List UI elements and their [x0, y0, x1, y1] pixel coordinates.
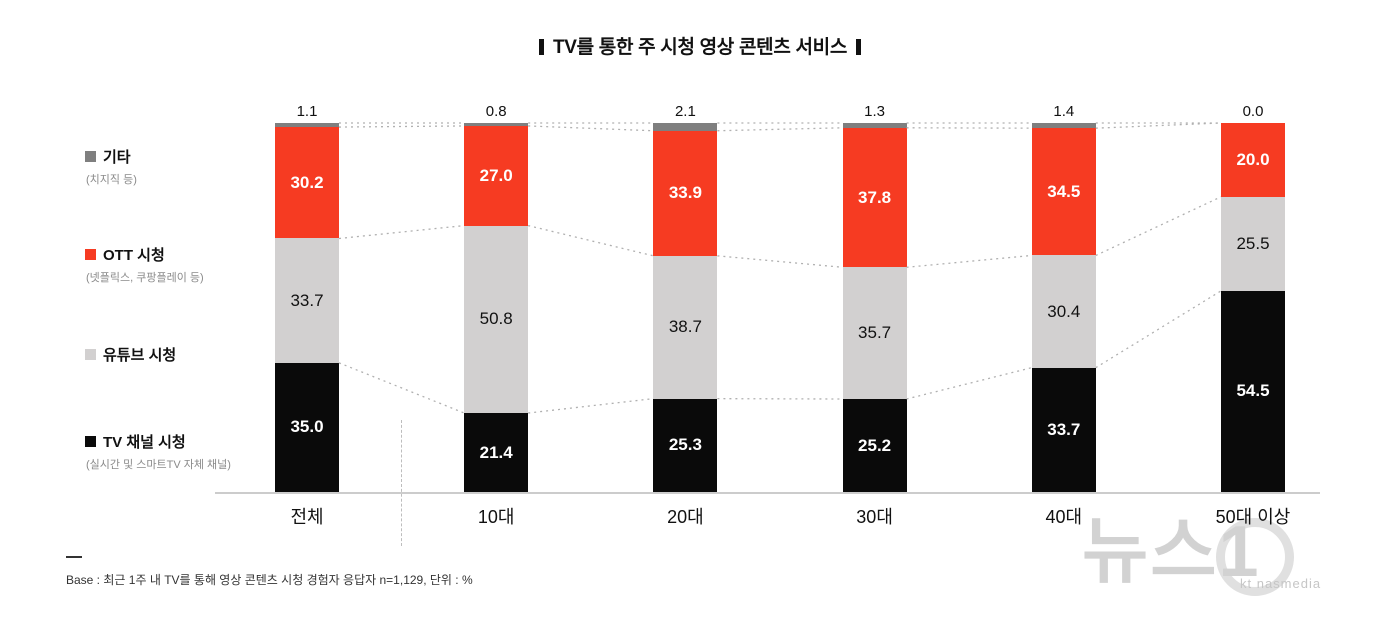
bar-segment — [275, 127, 339, 239]
segment-value-label: 27.0 — [479, 165, 513, 185]
bar-segment — [653, 123, 718, 131]
footnote-rule — [66, 556, 82, 558]
bar-segment — [1031, 128, 1096, 256]
bar-segment — [1221, 123, 1285, 197]
segment-value-label: 33.7 — [1047, 419, 1081, 439]
bar-segment — [464, 413, 529, 492]
news1-logo-ring-icon — [1216, 518, 1294, 596]
bar-segment — [1221, 290, 1285, 492]
news1-watermark: 뉴스1 — [1082, 512, 1261, 592]
category-separator-line — [401, 420, 402, 546]
legend-swatch-etc — [85, 151, 96, 162]
segment-value-label: 37.8 — [858, 187, 892, 207]
segment-value-label: 1.4 — [1053, 103, 1075, 120]
x-axis-label: 50대 이상 — [1215, 507, 1291, 527]
x-axis-label: 30대 — [856, 507, 893, 527]
segment-value-label: 0.0 — [1242, 103, 1264, 120]
bar-segment — [842, 267, 907, 399]
bar-segment — [1221, 196, 1285, 291]
segment-value-label: 20.0 — [1236, 149, 1270, 169]
legend-item-ott: OTT 시청 (넷플릭스, 쿠팡플레이 등) — [85, 244, 204, 285]
legend-item-etc: 기타 (치지직 등) — [85, 146, 137, 187]
segment-value-label: 38.7 — [668, 317, 702, 337]
legend-sublabel-ott: (넷플릭스, 쿠팡플레이 등) — [86, 272, 204, 284]
x-axis-label: 20대 — [667, 507, 704, 527]
bar-segment — [275, 123, 339, 128]
segment-value-label: 25.3 — [668, 435, 702, 455]
segment-value-label: 30.4 — [1047, 301, 1081, 321]
bar-segment — [1031, 367, 1096, 492]
legend-sublabel-etc: (치지직 등) — [86, 174, 137, 186]
bar-segment — [464, 225, 529, 414]
segment-value-label: 25.2 — [858, 435, 892, 455]
bar-segment — [653, 255, 718, 399]
bar-segment — [842, 399, 907, 492]
legend-item-youtube: 유튜브 시청 — [85, 344, 176, 369]
ktnasmedia-watermark: kt nasmedia — [1240, 576, 1322, 591]
bar-segment — [1031, 255, 1096, 368]
x-axis-label: 전체 — [290, 507, 324, 527]
segment-value-label: 34.5 — [1047, 181, 1081, 201]
legend-item-tv: TV 채널 시청 (실시간 및 스마트TV 자체 채널) — [85, 431, 231, 472]
bar-segment — [275, 238, 339, 363]
segment-value-label: 1.3 — [864, 103, 886, 120]
segment-value-label: 33.7 — [290, 290, 324, 310]
segment-value-label: 35.0 — [290, 417, 324, 437]
legend-label-tv: TV 채널 시청 — [103, 434, 186, 451]
bar-segment — [653, 398, 718, 492]
legend-swatch-ott — [85, 249, 96, 260]
chart-title: TV를 통한 주 시청 영상 콘텐츠 서비스 — [0, 32, 1400, 59]
bar-segment — [464, 125, 529, 226]
legend-swatch-tv — [85, 436, 96, 447]
segment-value-label: 0.8 — [485, 103, 507, 120]
segment-value-label: 1.1 — [296, 103, 318, 120]
bar-segment — [464, 123, 529, 126]
x-axis-label: 40대 — [1045, 507, 1083, 527]
segment-value-label: 54.5 — [1236, 381, 1270, 401]
segment-value-label: 25.5 — [1236, 233, 1270, 253]
legend-sublabel-tv: (실시간 및 스마트TV 자체 채널) — [86, 459, 231, 471]
bar-segment — [842, 123, 907, 128]
segment-value-label: 35.7 — [858, 323, 892, 343]
bar-segment — [1031, 123, 1096, 129]
base-note: Base : 최근 1주 내 TV를 통해 영상 콘텐츠 시청 경험자 응답자 … — [66, 573, 473, 587]
x-axis-label: 10대 — [477, 507, 515, 527]
bar-segment — [275, 362, 339, 492]
segment-value-label: 50.8 — [479, 309, 513, 329]
bar-segment — [842, 127, 907, 268]
segment-value-label: 2.1 — [674, 103, 696, 120]
x-axis-line — [215, 492, 1320, 494]
segment-value-label: 21.4 — [479, 442, 513, 462]
legend-label-etc: 기타 — [103, 149, 131, 166]
segment-value-label: 33.9 — [668, 183, 702, 203]
bar-segment — [653, 130, 718, 256]
legend-label-youtube: 유튜브 시청 — [103, 347, 177, 364]
legend-label-ott: OTT 시청 — [103, 247, 165, 264]
legend-swatch-youtube — [85, 349, 96, 360]
segment-value-label: 30.2 — [290, 172, 324, 192]
